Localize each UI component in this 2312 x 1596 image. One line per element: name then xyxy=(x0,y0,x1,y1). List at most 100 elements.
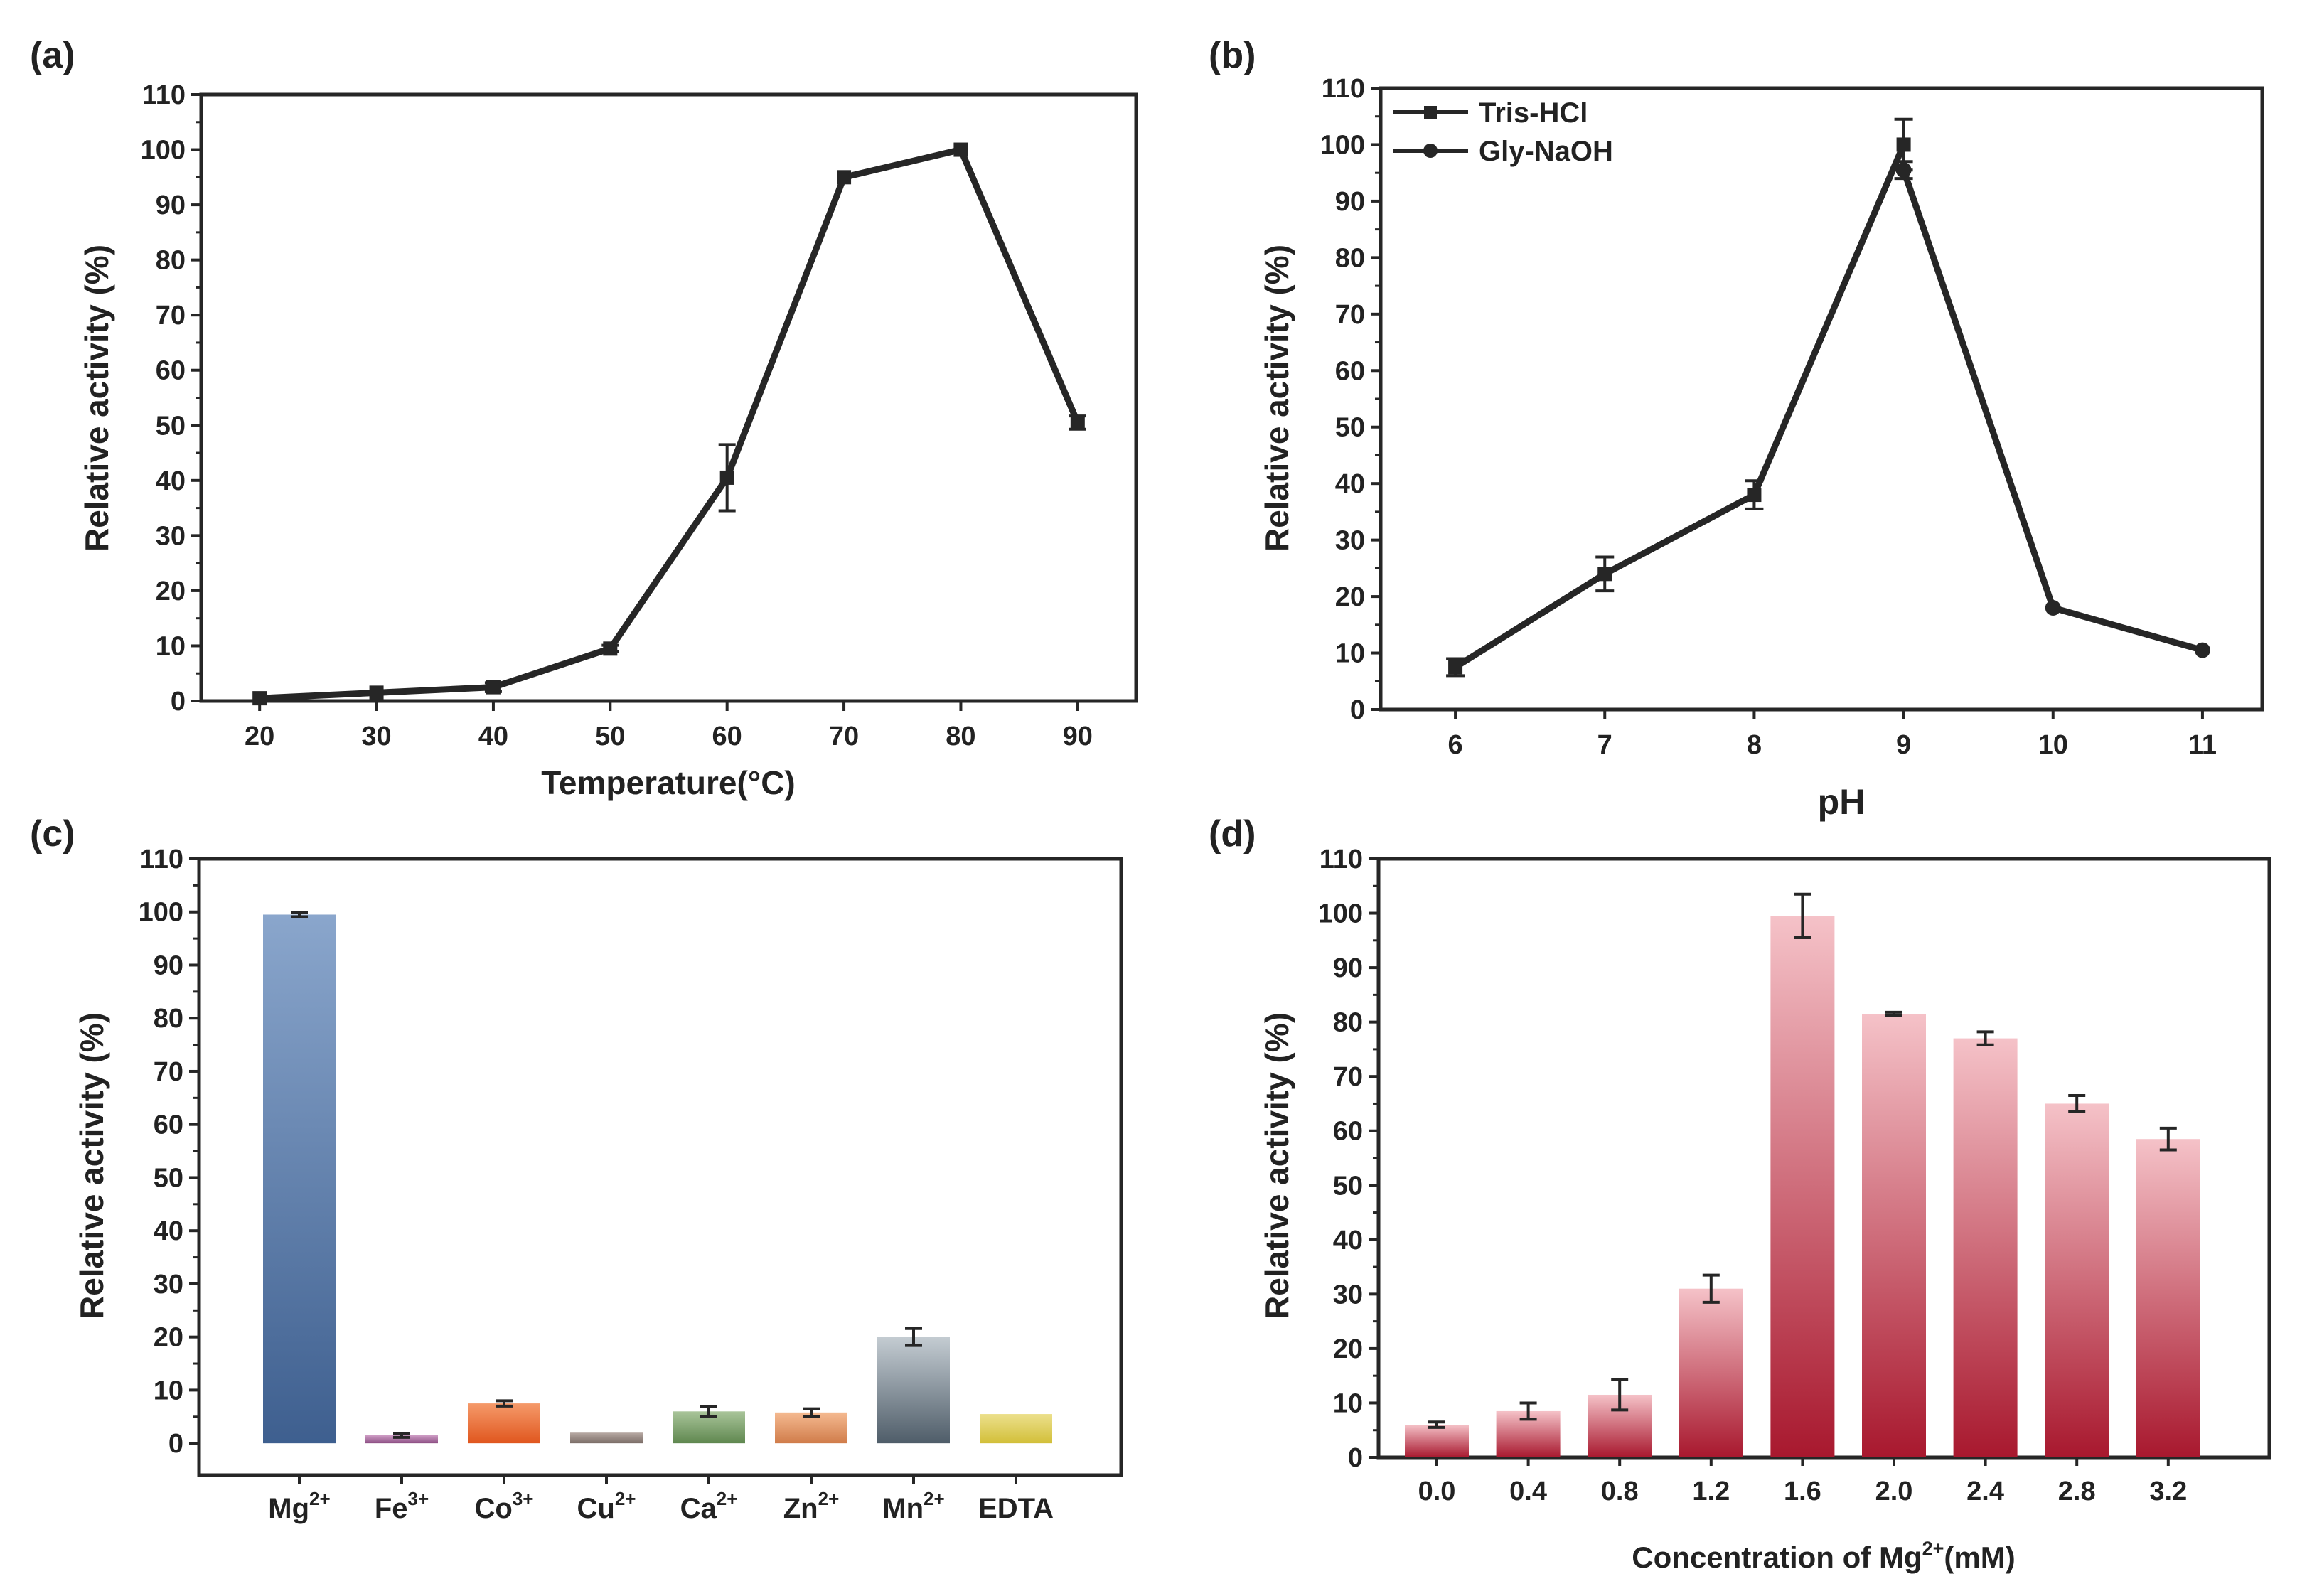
panel-d-label: (d) xyxy=(1209,813,1256,855)
series-line xyxy=(259,146,1081,702)
panel-a: (a) 0 10 20 30 40 50 60 70 80 90 100 110 20 30 40 50 60… xyxy=(30,35,1138,801)
panel-d-x-axis-label: Concentration of Mg2+(mM) xyxy=(1632,1538,2015,1574)
y-tick-label: 40 xyxy=(1335,469,1365,499)
y-tick-label: 60 xyxy=(154,1110,183,1140)
bar xyxy=(980,1414,1052,1444)
bar xyxy=(1405,1425,1469,1457)
x-tick-label: Fe3+ xyxy=(375,1488,429,1524)
panel-c-y-ticks: 0 10 20 30 40 50 60 70 80 90 100 110 xyxy=(139,845,199,1459)
data-point xyxy=(953,142,968,157)
bar xyxy=(365,1435,438,1444)
y-tick-label: 20 xyxy=(154,1323,183,1353)
data-point xyxy=(369,685,384,700)
x-tick-label-base: Cu xyxy=(577,1493,615,1524)
panel-a-marks xyxy=(252,142,1086,706)
panel-a-x-ticks: 20 30 40 50 60 70 80 90 xyxy=(245,701,1093,751)
bar xyxy=(877,1337,950,1444)
y-tick-label: 110 xyxy=(142,80,186,110)
y-tick-label: 20 xyxy=(1333,1334,1363,1364)
y-tick-label: 0 xyxy=(1348,1443,1363,1473)
panel-d-x-axis-label-tail: (mM) xyxy=(1944,1541,2015,1574)
x-tick-label: 40 xyxy=(478,722,508,751)
bar xyxy=(468,1403,540,1444)
x-tick-label: 90 xyxy=(1063,722,1093,751)
data-point xyxy=(1070,415,1085,430)
panel-b-y-axis-label: Relative activity (%) xyxy=(1258,245,1295,552)
bar xyxy=(570,1432,643,1444)
y-tick-label: 0 xyxy=(168,1429,183,1459)
y-tick-label: 110 xyxy=(140,845,183,874)
x-tick-label-sup: 3+ xyxy=(408,1488,429,1509)
y-tick-label: 50 xyxy=(156,411,186,441)
panel-a-y-ticks: 0 10 20 30 40 50 60 70 80 90 100 110 xyxy=(141,80,201,717)
y-tick-label: 30 xyxy=(156,521,186,551)
y-tick-label: 90 xyxy=(156,191,186,220)
y-tick-label: 50 xyxy=(154,1163,183,1193)
y-tick-label: 100 xyxy=(139,898,183,928)
x-tick-label: 2.8 xyxy=(2058,1477,2096,1506)
x-tick-label: 2.0 xyxy=(1875,1477,1913,1506)
x-tick-label-sup: 2+ xyxy=(818,1488,840,1509)
panel-a-x-axis-label: Temperature(°C) xyxy=(541,764,796,801)
x-tick-label-base: Zn xyxy=(783,1493,818,1524)
y-tick-label: 10 xyxy=(1333,1388,1363,1418)
y-tick-label: 40 xyxy=(154,1216,183,1246)
panel-d: (d) 0 10 20 30 40 50 60 70 80 90 100 110 0.0 0.4 0.8 1… xyxy=(1209,813,2271,1574)
x-tick-label-sup: 2+ xyxy=(924,1488,945,1509)
series-line xyxy=(1900,168,2204,653)
y-tick-label: 60 xyxy=(156,356,186,386)
panel-d-y-ticks: 0 10 20 30 40 50 60 70 80 90 100 110 xyxy=(1318,845,1379,1473)
y-tick-label: 70 xyxy=(1335,300,1365,330)
x-tick-label: Ca2+ xyxy=(680,1488,738,1524)
panel-c-plot-frame xyxy=(197,857,1123,1477)
y-tick-label: 50 xyxy=(1333,1171,1363,1201)
y-tick-label: 90 xyxy=(154,950,183,980)
x-tick-label: 80 xyxy=(946,722,975,751)
panel-b: (b) 0 10 20 30 40 50 60 70 80 90 100 110 6 7 8 9 10 11 T… xyxy=(1209,35,2264,822)
panel-b-y-ticks: 0 10 20 30 40 50 60 70 80 90 100 110 xyxy=(1320,74,1381,725)
legend-marker-gly xyxy=(1423,144,1438,158)
data-point xyxy=(719,470,734,485)
x-tick-label-sup: 2+ xyxy=(717,1488,738,1509)
x-tick-label-sup: 2+ xyxy=(309,1488,331,1509)
x-tick-label: EDTA xyxy=(978,1493,1054,1524)
bar xyxy=(1770,916,1835,1457)
bar xyxy=(1862,1014,1926,1457)
x-tick-label: 1.2 xyxy=(1692,1477,1730,1506)
data-point xyxy=(2045,599,2061,616)
panel-a-y-axis-label: Relative activity (%) xyxy=(78,245,115,552)
y-tick-label: 30 xyxy=(154,1270,183,1300)
x-tick-label: 30 xyxy=(361,722,391,751)
y-tick-label: 40 xyxy=(1333,1226,1363,1255)
bar xyxy=(2045,1103,2109,1457)
panel-b-marks xyxy=(1446,117,2210,678)
y-tick-label: 100 xyxy=(141,136,186,166)
data-point xyxy=(837,170,852,185)
x-tick-label: 0.8 xyxy=(1601,1477,1639,1506)
y-tick-label: 70 xyxy=(156,301,186,331)
y-tick-label: 70 xyxy=(1333,1062,1363,1092)
panel-d-marks xyxy=(1405,892,2200,1457)
panel-c-label: (c) xyxy=(30,813,75,855)
data-point xyxy=(1895,162,1912,178)
y-tick-label: 20 xyxy=(1335,582,1365,612)
y-tick-label: 80 xyxy=(1333,1008,1363,1038)
x-tick-label: 70 xyxy=(829,722,859,751)
bar xyxy=(1679,1288,1743,1457)
y-tick-label: 40 xyxy=(156,466,186,496)
y-tick-label: 100 xyxy=(1320,130,1365,160)
x-tick-label-base: EDTA xyxy=(978,1493,1054,1524)
x-tick-label: Zn2+ xyxy=(783,1488,840,1524)
bar xyxy=(2136,1139,2200,1457)
x-tick-label-sup: 2+ xyxy=(615,1488,636,1509)
x-tick-label: Mn2+ xyxy=(882,1488,944,1524)
x-tick-label-base: Mg xyxy=(268,1493,309,1524)
panel-d-x-ticks: 0.0 0.4 0.8 1.2 1.6 2.0 2.4 2.8 3.2 xyxy=(1418,1457,2187,1506)
y-tick-label: 30 xyxy=(1335,526,1365,556)
data-point xyxy=(603,641,618,656)
panel-d-x-axis-label-sup: 2+ xyxy=(1922,1538,1944,1559)
data-point xyxy=(1597,567,1612,582)
legend-label-gly: Gly-NaOH xyxy=(1479,136,1613,167)
panel-b-label: (b) xyxy=(1209,35,1256,76)
y-tick-label: 20 xyxy=(156,577,186,606)
